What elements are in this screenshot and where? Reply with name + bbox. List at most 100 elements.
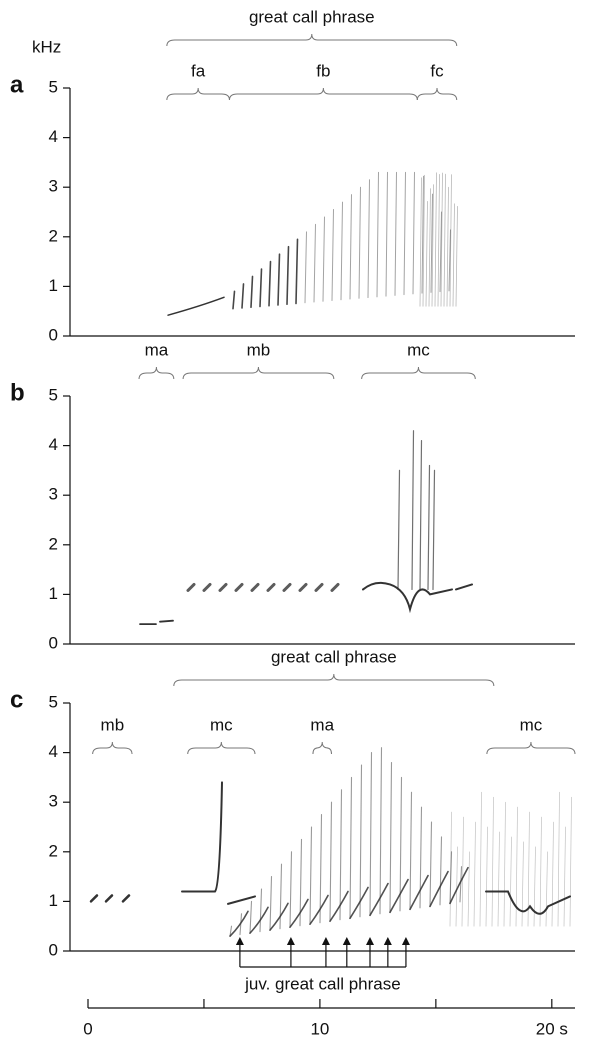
trace bbox=[386, 172, 388, 296]
trace bbox=[444, 174, 446, 306]
trace bbox=[435, 173, 437, 306]
trace bbox=[305, 232, 307, 303]
trace bbox=[350, 195, 352, 299]
trace bbox=[290, 899, 308, 927]
trace bbox=[250, 907, 268, 933]
bracket-label: mc bbox=[407, 340, 430, 359]
bracket bbox=[183, 367, 334, 379]
trace bbox=[106, 895, 112, 901]
trace bbox=[390, 763, 392, 913]
trace bbox=[330, 891, 348, 921]
trace bbox=[510, 837, 512, 926]
trace bbox=[363, 583, 472, 609]
spectrogram bbox=[91, 748, 572, 936]
bracket bbox=[139, 367, 174, 379]
bracket-label: fb bbox=[316, 61, 330, 80]
trace bbox=[278, 254, 280, 305]
trace bbox=[426, 201, 428, 306]
bracket-label: mc bbox=[520, 715, 543, 734]
trace bbox=[395, 172, 397, 295]
trace bbox=[410, 792, 412, 909]
bracket-label: fc bbox=[430, 61, 444, 80]
trace bbox=[498, 832, 500, 926]
trace bbox=[453, 204, 455, 306]
trace bbox=[474, 822, 476, 926]
trace bbox=[540, 817, 542, 926]
bracket-label: ma bbox=[310, 715, 334, 734]
trace bbox=[233, 291, 235, 308]
bracket bbox=[167, 34, 457, 46]
trace bbox=[240, 914, 242, 935]
trace bbox=[314, 224, 316, 302]
trace bbox=[450, 868, 468, 904]
trace bbox=[370, 753, 372, 916]
trace bbox=[287, 247, 289, 305]
y-unit: kHz bbox=[32, 37, 61, 56]
y-tick-label: 3 bbox=[49, 485, 58, 504]
trace bbox=[220, 584, 226, 590]
y-tick-label: 5 bbox=[49, 692, 58, 711]
y-tick-label: 0 bbox=[49, 940, 58, 959]
trace bbox=[429, 189, 431, 307]
trace bbox=[440, 837, 442, 905]
trace bbox=[380, 748, 382, 914]
trace bbox=[280, 864, 282, 928]
trace bbox=[242, 284, 244, 308]
y-tick-label: 4 bbox=[49, 742, 58, 761]
trace bbox=[269, 262, 271, 306]
trace bbox=[260, 889, 262, 932]
bracket-label: fa bbox=[191, 61, 206, 80]
trace bbox=[398, 470, 400, 589]
trace bbox=[546, 852, 548, 926]
trace bbox=[430, 822, 432, 906]
trace bbox=[433, 470, 435, 589]
y-tick-label: 1 bbox=[49, 276, 58, 295]
x-tick-label: 10 bbox=[310, 1019, 329, 1038]
trace bbox=[236, 584, 242, 590]
trace bbox=[350, 888, 368, 919]
trace bbox=[168, 297, 224, 315]
trace bbox=[558, 792, 560, 926]
spectrogram bbox=[140, 431, 472, 624]
trace bbox=[296, 239, 298, 303]
arrow-head bbox=[322, 937, 330, 945]
trace bbox=[268, 584, 274, 590]
trace bbox=[522, 842, 524, 926]
bracket bbox=[174, 674, 494, 686]
trace bbox=[468, 852, 470, 926]
trace bbox=[182, 782, 255, 904]
spectrogram bbox=[168, 172, 458, 315]
y-tick-label: 2 bbox=[49, 226, 58, 245]
arrow-head bbox=[384, 937, 392, 945]
trace bbox=[341, 202, 343, 300]
trace bbox=[428, 465, 430, 589]
bracket-label: mc bbox=[210, 715, 233, 734]
y-tick-label: 1 bbox=[49, 891, 58, 910]
bracket bbox=[487, 742, 575, 754]
trace bbox=[330, 802, 332, 921]
trace bbox=[270, 903, 288, 930]
y-tick-label: 1 bbox=[49, 584, 58, 603]
trace bbox=[252, 584, 258, 590]
trace bbox=[284, 584, 290, 590]
trace bbox=[552, 822, 554, 926]
trace bbox=[340, 790, 342, 920]
trace bbox=[370, 884, 388, 916]
trace bbox=[251, 276, 253, 307]
trace bbox=[564, 827, 566, 926]
trace bbox=[404, 172, 406, 294]
bracket bbox=[93, 742, 132, 754]
trace bbox=[188, 584, 194, 590]
arrow-head bbox=[236, 937, 244, 945]
trace bbox=[438, 174, 440, 306]
panel-label: a bbox=[10, 71, 24, 98]
y-tick-label: 2 bbox=[49, 534, 58, 553]
trace bbox=[570, 797, 572, 926]
x-tick-label: 20 s bbox=[536, 1019, 568, 1038]
trace bbox=[300, 839, 302, 925]
trace bbox=[350, 777, 352, 918]
panel-label: c bbox=[10, 686, 23, 713]
trace bbox=[323, 217, 325, 301]
bracket bbox=[362, 367, 476, 379]
